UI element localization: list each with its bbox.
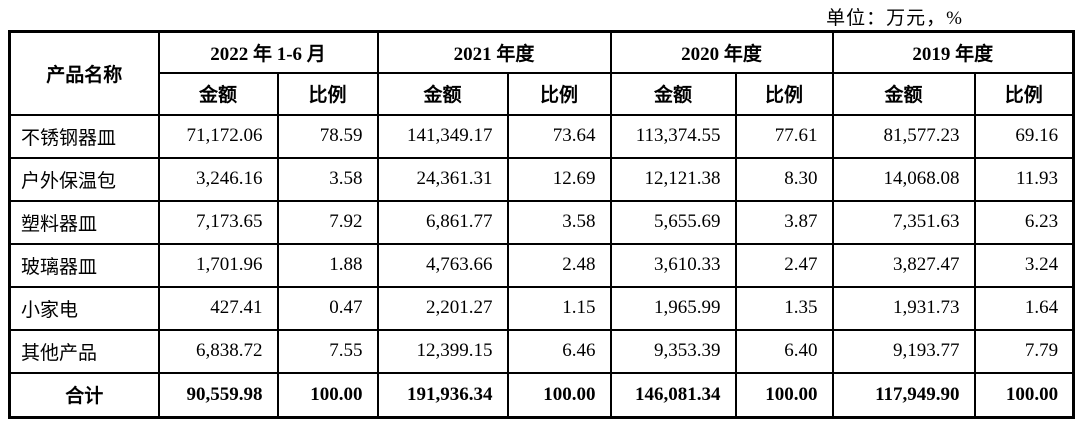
amount-cell: 71,172.06 — [157, 113, 279, 159]
ratio-cell: 77.61 — [734, 113, 834, 159]
ratio-cell: 0.47 — [276, 285, 379, 331]
ratio-cell: 100.00 — [734, 371, 834, 419]
amount-cell: 3,246.16 — [157, 156, 279, 202]
period-header-2021: 2021 年度 — [376, 30, 612, 74]
amount-cell: 14,068.08 — [831, 156, 976, 202]
ratio-cell: 7.92 — [276, 199, 379, 245]
amount-cell: 141,349.17 — [376, 113, 509, 159]
ratio-header-2019: 比例 — [973, 71, 1075, 116]
table-row: 玻璃器皿 1,701.96 1.88 4,763.66 2.48 3,610.3… — [8, 242, 1075, 288]
ratio-cell: 11.93 — [973, 156, 1075, 202]
amount-cell: 3,610.33 — [609, 242, 737, 288]
ratio-cell: 7.79 — [973, 328, 1075, 374]
amount-cell: 6,838.72 — [157, 328, 279, 374]
ratio-cell: 3.87 — [734, 199, 834, 245]
product-name-cell: 小家电 — [8, 285, 160, 331]
amount-cell: 7,351.63 — [831, 199, 976, 245]
unit-label: 单位：万元，% — [826, 8, 963, 29]
product-name-cell: 塑料器皿 — [8, 199, 160, 245]
ratio-cell: 3.24 — [973, 242, 1075, 288]
amount-cell: 9,193.77 — [831, 328, 976, 374]
ratio-cell: 100.00 — [506, 371, 612, 419]
amount-cell: 146,081.34 — [609, 371, 737, 419]
ratio-cell: 1.64 — [973, 285, 1075, 331]
amount-cell: 191,936.34 — [376, 371, 509, 419]
amount-cell: 1,931.73 — [831, 285, 976, 331]
amount-cell: 12,399.15 — [376, 328, 509, 374]
ratio-header-2021: 比例 — [506, 71, 612, 116]
ratio-cell: 2.48 — [506, 242, 612, 288]
table-total-row: 合计 90,559.98 100.00 191,936.34 100.00 14… — [8, 371, 1075, 419]
ratio-cell: 3.58 — [506, 199, 612, 245]
table-row: 不锈钢器皿 71,172.06 78.59 141,349.17 73.64 1… — [8, 113, 1075, 159]
amount-header-2019: 金额 — [831, 71, 976, 116]
amount-cell: 3,827.47 — [831, 242, 976, 288]
amount-cell: 1,701.96 — [157, 242, 279, 288]
amount-cell: 427.41 — [157, 285, 279, 331]
period-header-2019: 2019 年度 — [831, 30, 1075, 74]
amount-cell: 4,763.66 — [376, 242, 509, 288]
amount-cell: 12,121.38 — [609, 156, 737, 202]
ratio-cell: 6.46 — [506, 328, 612, 374]
amount-cell: 24,361.31 — [376, 156, 509, 202]
amount-cell: 1,965.99 — [609, 285, 737, 331]
total-label-cell: 合计 — [8, 371, 160, 419]
ratio-cell: 8.30 — [734, 156, 834, 202]
ratio-cell: 6.23 — [973, 199, 1075, 245]
amount-cell: 90,559.98 — [157, 371, 279, 419]
table-header-row-periods: 产品名称 2022 年 1-6 月 2021 年度 2020 年度 2019 年… — [8, 30, 1075, 116]
product-name-cell: 玻璃器皿 — [8, 242, 160, 288]
ratio-cell: 2.47 — [734, 242, 834, 288]
ratio-cell: 12.69 — [506, 156, 612, 202]
ratio-cell: 100.00 — [276, 371, 379, 419]
product-name-cell: 其他产品 — [8, 328, 160, 374]
ratio-cell: 6.40 — [734, 328, 834, 374]
amount-header-2022: 金额 — [157, 71, 279, 116]
ratio-cell: 1.35 — [734, 285, 834, 331]
product-name-cell: 不锈钢器皿 — [8, 113, 160, 159]
revenue-by-product-table: 产品名称 2022 年 1-6 月 2021 年度 2020 年度 2019 年… — [8, 30, 1076, 419]
ratio-cell: 69.16 — [973, 113, 1075, 159]
ratio-header-2020: 比例 — [734, 71, 834, 116]
ratio-cell: 78.59 — [276, 113, 379, 159]
amount-cell: 9,353.39 — [609, 328, 737, 374]
table-header-row-subcolumns: 金额 比例 金额 比例 金额 比例 金额 比例 — [10, 71, 1075, 116]
product-name-cell: 户外保温包 — [8, 156, 160, 202]
amount-cell: 113,374.55 — [609, 113, 737, 159]
period-header-2022: 2022 年 1-6 月 — [157, 30, 379, 74]
period-header-2020: 2020 年度 — [609, 30, 834, 74]
amount-cell: 6,861.77 — [376, 199, 509, 245]
product-name-header: 产品名称 — [8, 30, 160, 116]
amount-cell: 81,577.23 — [831, 113, 976, 159]
table-row: 小家电 427.41 0.47 2,201.27 1.15 1,965.99 1… — [8, 285, 1075, 331]
amount-cell: 2,201.27 — [376, 285, 509, 331]
table-row: 塑料器皿 7,173.65 7.92 6,861.77 3.58 5,655.6… — [8, 199, 1075, 245]
amount-cell: 117,949.90 — [831, 371, 976, 419]
table-row: 户外保温包 3,246.16 3.58 24,361.31 12.69 12,1… — [8, 156, 1075, 202]
ratio-header-2022: 比例 — [276, 71, 379, 116]
ratio-cell: 3.58 — [276, 156, 379, 202]
ratio-cell: 1.88 — [276, 242, 379, 288]
ratio-cell: 7.55 — [276, 328, 379, 374]
amount-header-2020: 金额 — [609, 71, 737, 116]
ratio-cell: 73.64 — [506, 113, 612, 159]
amount-cell: 5,655.69 — [609, 199, 737, 245]
amount-header-2021: 金额 — [376, 71, 509, 116]
table-row: 其他产品 6,838.72 7.55 12,399.15 6.46 9,353.… — [8, 328, 1075, 374]
ratio-cell: 1.15 — [506, 285, 612, 331]
amount-cell: 7,173.65 — [157, 199, 279, 245]
ratio-cell: 100.00 — [973, 371, 1075, 419]
